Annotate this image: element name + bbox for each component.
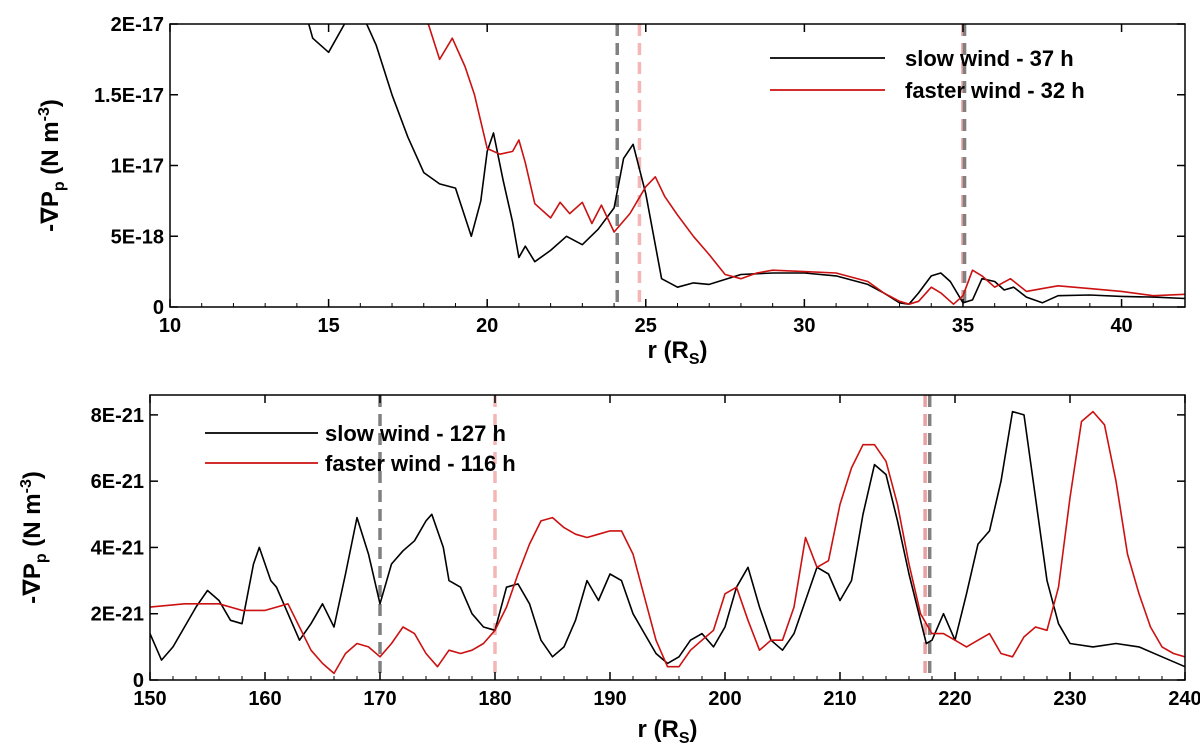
y-tick-label: 6E-21	[91, 471, 144, 493]
y-tick-label: 0	[133, 670, 144, 692]
x-tick-label: 190	[593, 688, 626, 710]
x-axis-title: r (RS)	[647, 337, 707, 368]
x-tick-label: 150	[133, 688, 166, 710]
y-tick-label: 1.5E-17	[94, 85, 164, 107]
legend-label-faster: faster wind - 116 h	[325, 451, 516, 476]
top-panel: 10 15 20 25 30 35 40 0 5E-18 1E-17 1.5E-17 2E-17 r (…	[36, 14, 1186, 368]
legend-label-slow: slow wind - 37 h	[905, 46, 1074, 71]
x-tick-label: 40	[1110, 315, 1132, 337]
x-tick-label: 180	[478, 688, 511, 710]
bottom-panel: 150 160 170 180 190 200 210 220 230 240 0 2E-21 4E-2…	[18, 394, 1200, 747]
x-tick-label: 20	[476, 315, 498, 337]
y-tick-label: 4E-21	[91, 537, 144, 559]
y-tick-label: 2E-17	[111, 14, 164, 36]
series-line-faster	[150, 410, 1185, 675]
x-tick-label: 240	[1168, 688, 1200, 710]
series-line-slow	[307, 24, 1185, 306]
y-axis-title: -∇Pp (N m-3)	[18, 471, 50, 604]
x-tick-label: 25	[635, 315, 657, 337]
x-tick-label: 10	[159, 315, 181, 337]
y-tick-label: 2E-21	[91, 604, 144, 626]
x-tick-label: 230	[1053, 688, 1086, 710]
series-line-slow	[150, 410, 1185, 668]
x-tick-label: 170	[363, 688, 396, 710]
series-line-faster	[427, 24, 1185, 306]
x-tick-label: 210	[823, 688, 856, 710]
legend-label-slow: slow wind - 127 h	[325, 421, 506, 446]
x-tick-label: 15	[317, 315, 339, 337]
y-tick-label: 5E-18	[111, 226, 164, 248]
y-tick-label: 0	[153, 297, 164, 319]
legend-label-faster: faster wind - 32 h	[905, 78, 1085, 103]
x-axis-title: r (RS)	[637, 716, 697, 747]
x-tick-label: 220	[938, 688, 971, 710]
y-tick-label: 1E-17	[111, 156, 164, 178]
y-tick-label: 8E-21	[91, 405, 144, 427]
x-tick-label: 35	[952, 315, 974, 337]
x-tick-label: 200	[708, 688, 741, 710]
x-tick-label: 30	[793, 315, 815, 337]
plot-frame	[149, 394, 1186, 681]
y-axis-title: -∇Pp (N m-3)	[36, 99, 68, 232]
x-tick-label: 160	[248, 688, 281, 710]
